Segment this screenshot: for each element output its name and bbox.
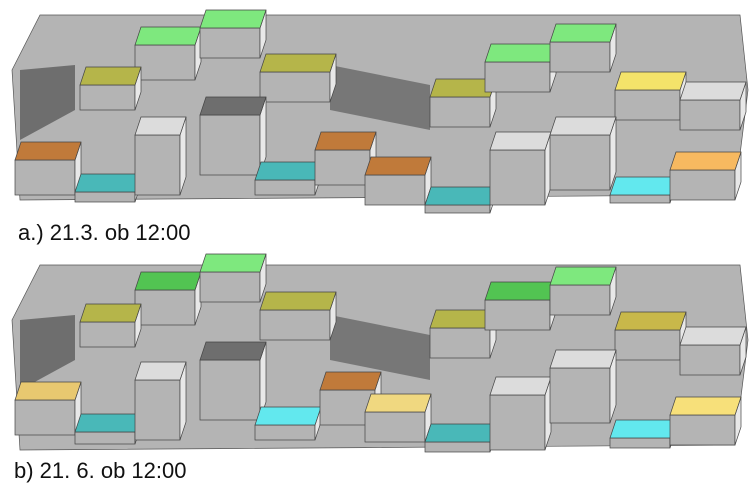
block-top [610,177,676,195]
block-top [550,267,616,285]
block-front [80,85,135,110]
block-top [200,254,266,272]
block-top [670,152,741,170]
block-front [430,97,490,127]
block-front [670,170,735,200]
caption-b: b) 21. 6. ob 12:00 [14,458,186,483]
block-top [680,82,746,100]
block-top [615,312,686,330]
block-top [15,382,81,400]
block-top [200,342,266,360]
block-front [365,175,425,205]
block-top [15,142,81,160]
block-front [490,150,545,205]
block-front [550,42,610,72]
block-front [200,272,260,302]
block-front [200,28,260,58]
block-top [135,272,201,290]
block-front [425,205,490,213]
block-front [550,135,610,190]
figure: a.) 21.3. ob 12:00 b) 21. 6. ob 12:00 [0,0,752,487]
block-top [670,397,741,415]
block-top [485,44,556,62]
block-front [135,290,195,325]
block-front [485,300,550,330]
block-front [610,195,670,203]
block-top [200,10,266,28]
block-top [490,377,551,395]
block-front [260,310,330,340]
block-front [365,412,425,442]
block-top [135,117,186,135]
block-top [200,97,266,115]
block-front [680,345,740,375]
block-top [260,54,336,72]
block-top [615,72,686,90]
block-top [550,24,616,42]
block-top [365,394,431,412]
block-top [75,174,141,192]
block-front [15,160,75,195]
block-front [135,45,195,80]
block-top [260,292,336,310]
block-front [75,192,135,202]
block-front [485,62,550,92]
block-front [670,415,735,445]
block-top [680,327,746,345]
block-front [315,150,370,185]
block-top [425,424,496,442]
block-top [425,187,496,205]
block-top [315,132,376,150]
block-front [615,90,680,120]
block-front [255,425,315,440]
block-top [490,132,551,150]
block-top [320,372,381,390]
block-front [135,380,180,440]
block-top [80,67,141,85]
block-front [200,360,260,420]
block-front [75,432,135,444]
block-top [365,157,431,175]
block-front [255,180,315,195]
block-front [615,330,680,360]
block-top [255,407,321,425]
block-front [550,368,610,423]
block-front [200,115,260,175]
block-top [135,362,186,380]
block-front [15,400,75,435]
block-front [680,100,740,130]
block-front [490,395,545,450]
block-top [135,27,201,45]
block-front [550,285,610,315]
block-front [135,135,180,195]
block-top [550,117,616,135]
block-front [425,442,490,452]
block-front [260,72,330,102]
caption-a: a.) 21.3. ob 12:00 [18,220,190,245]
block-front [80,322,135,347]
block-top [255,162,321,180]
block-top [75,414,141,432]
block-top [550,350,616,368]
block-top [610,420,676,438]
block-front [430,328,490,358]
block-top [80,304,141,322]
block-top [485,282,556,300]
block-front [610,438,670,448]
